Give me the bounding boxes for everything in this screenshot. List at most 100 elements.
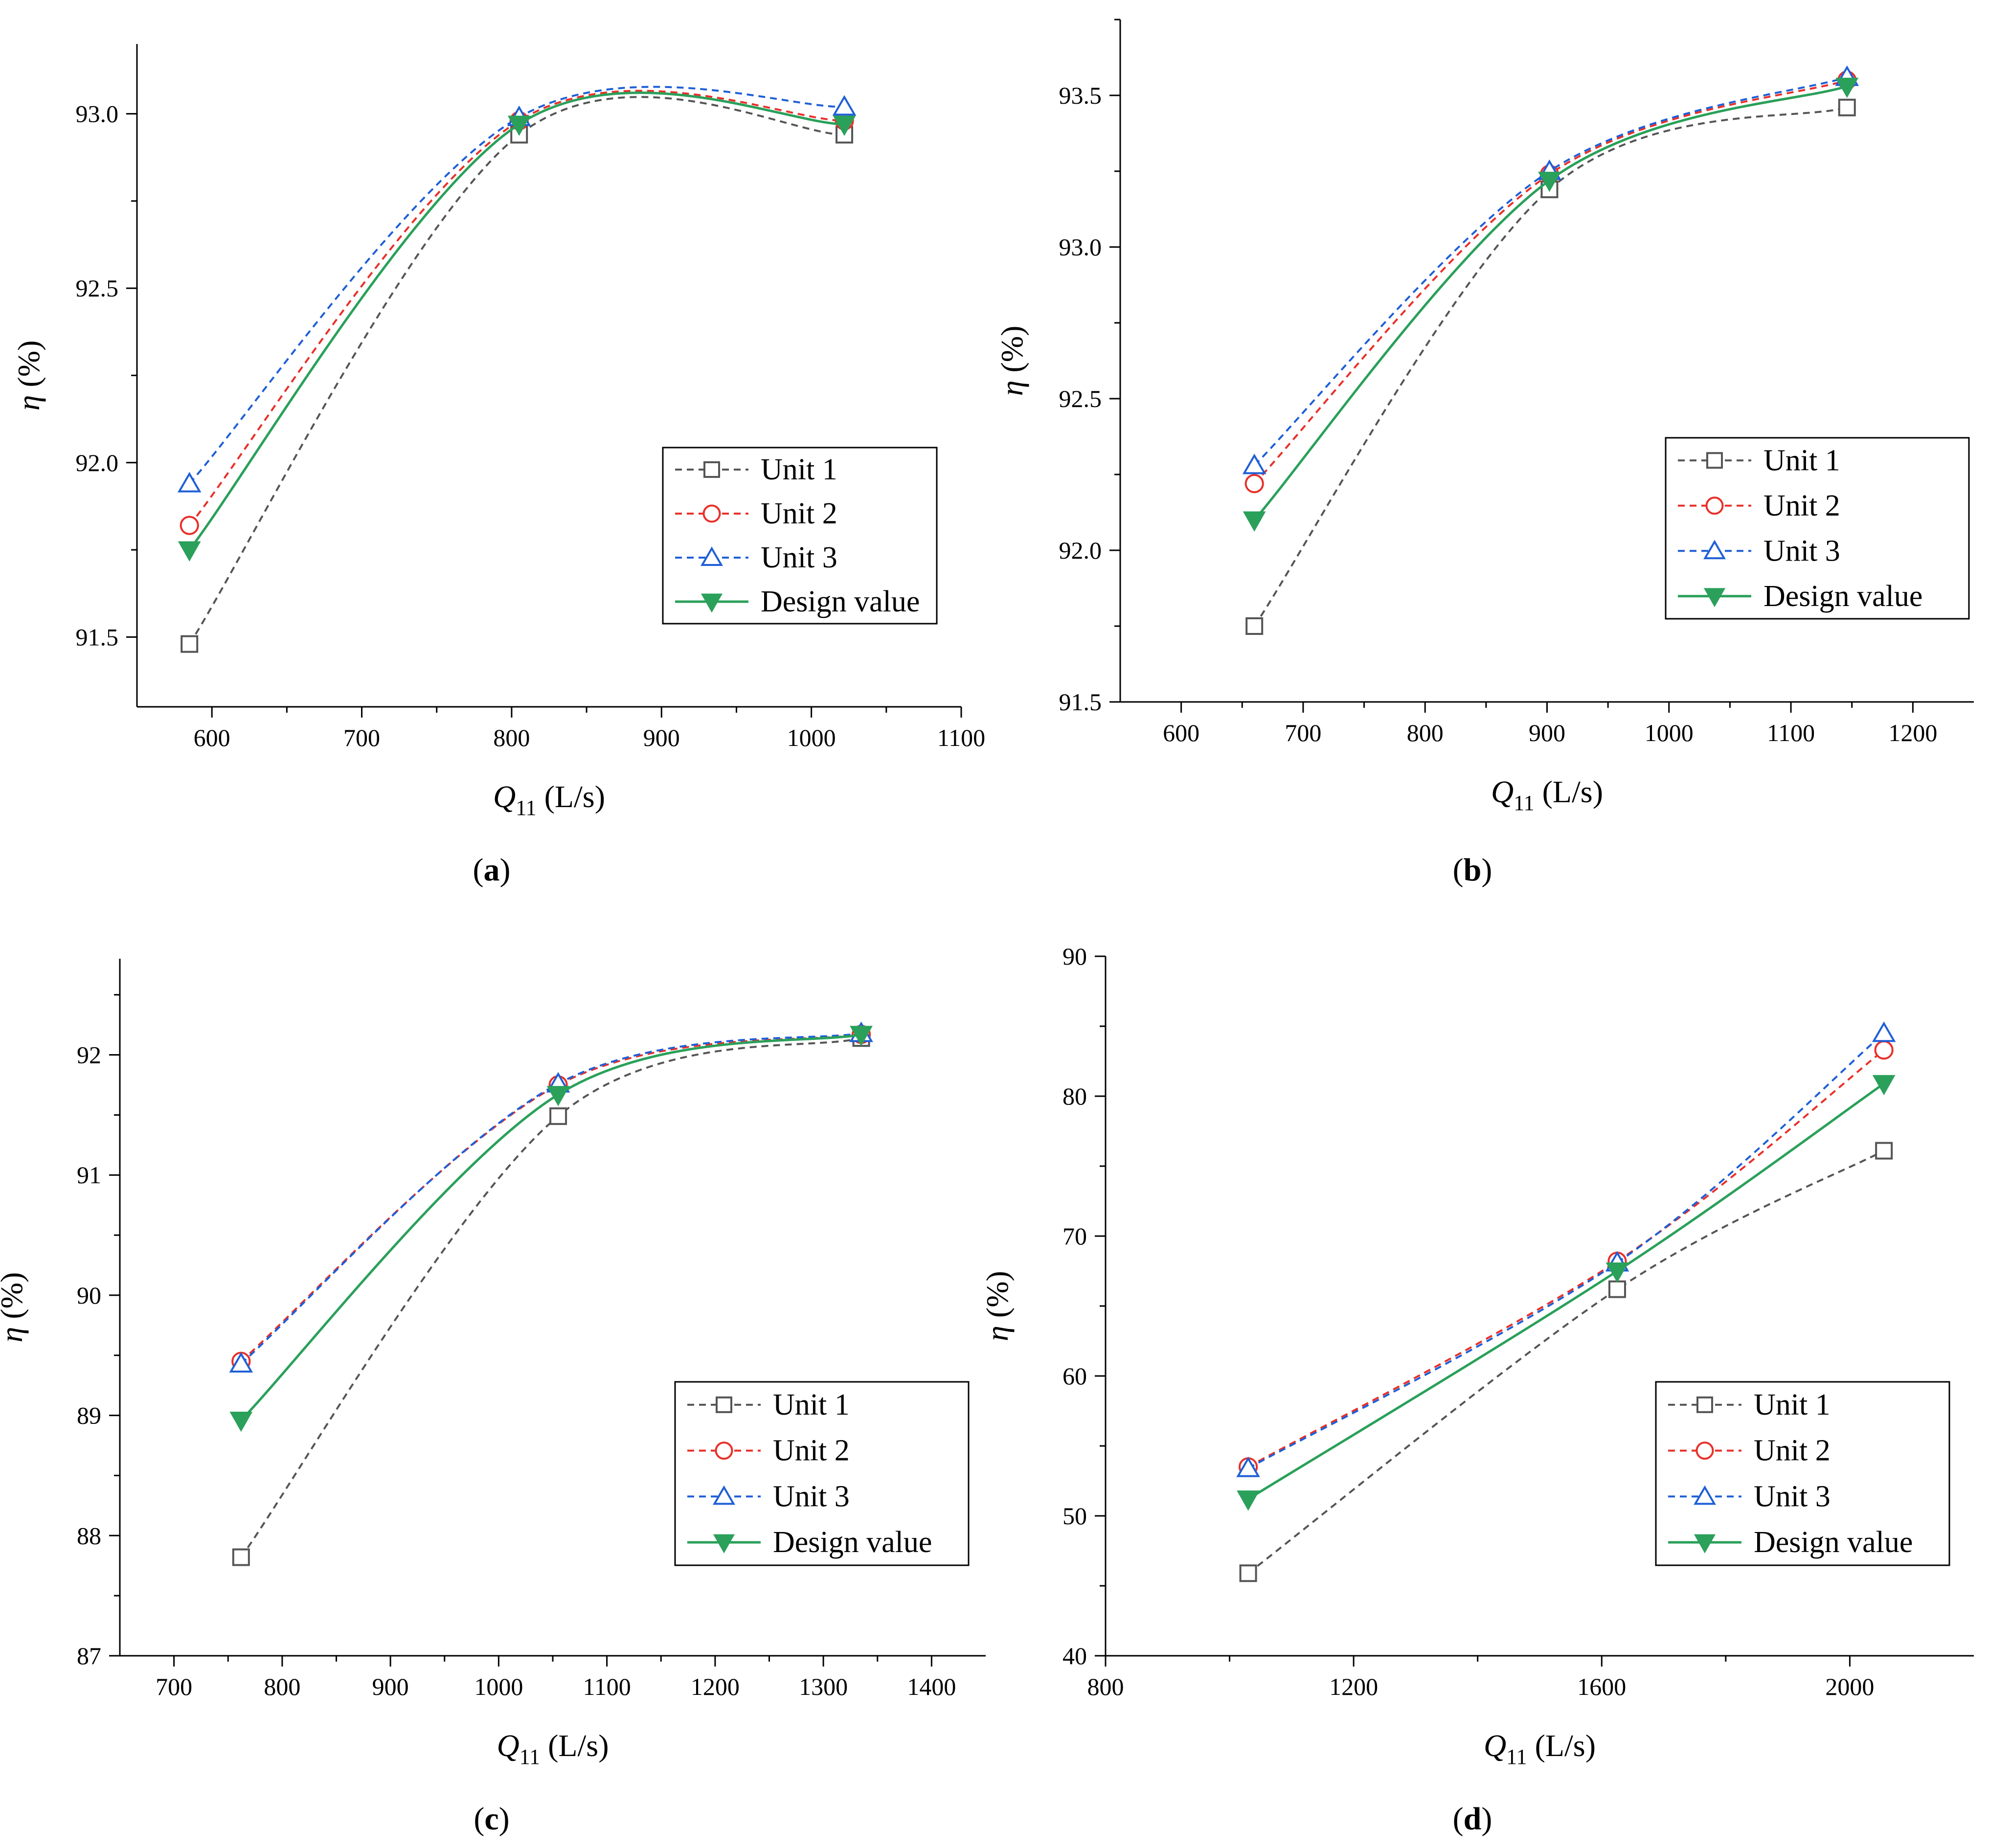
legend-label: Unit 1 xyxy=(761,453,837,486)
series-line-unit-1 xyxy=(240,1037,862,1558)
series-line-design-value xyxy=(240,1033,862,1421)
series-line-unit-1 xyxy=(1253,106,1848,627)
x-tick-label: 600 xyxy=(194,724,230,751)
data-point-design-value xyxy=(833,115,856,136)
legend-label: Unit 1 xyxy=(1754,1388,1831,1421)
y-tick-label: 90 xyxy=(1062,943,1087,970)
y-axis-label: η (%) xyxy=(994,326,1029,396)
x-tick-label: 2000 xyxy=(1825,1673,1874,1700)
legend-marker xyxy=(1695,1442,1714,1460)
x-tick-label: 1100 xyxy=(1767,719,1815,746)
data-point-design-value xyxy=(850,1026,873,1046)
y-tick-label: 93.0 xyxy=(76,100,119,128)
x-tick-label: 1200 xyxy=(1888,719,1937,746)
legend: Unit 1 Unit 2 Unit 3 Design value xyxy=(1665,437,1970,620)
series-line-unit-2 xyxy=(1253,79,1848,484)
x-axis-label: Q11 (L/s) xyxy=(1491,774,1603,815)
y-tick-label: 92.0 xyxy=(76,449,119,476)
x-tick-label: 900 xyxy=(1529,719,1565,746)
x-tick-label: 800 xyxy=(1407,719,1444,746)
legend-marker xyxy=(702,504,721,523)
legend-marker xyxy=(715,1442,733,1460)
series-line-design-value xyxy=(1247,1082,1885,1500)
panel-label-b: (b) xyxy=(1453,852,1492,888)
y-tick-label: 92 xyxy=(77,1041,101,1069)
data-point-unit-1 xyxy=(1838,98,1856,116)
x-tick-label: 1200 xyxy=(691,1673,740,1700)
legend-marker xyxy=(1706,452,1723,469)
data-point-unit-1 xyxy=(1875,1142,1893,1160)
panel-label-d: (d) xyxy=(1453,1801,1492,1837)
legend-marker xyxy=(713,1485,735,1505)
y-tick-label: 91 xyxy=(77,1161,101,1189)
y-tick-label: 93.0 xyxy=(1059,233,1102,261)
legend-marker xyxy=(1703,588,1726,608)
legend-marker xyxy=(701,593,723,613)
series-line-unit-2 xyxy=(188,90,845,526)
series-line-design-value xyxy=(188,91,845,551)
legend-label: Design value xyxy=(1763,580,1922,613)
y-tick-label: 88 xyxy=(77,1522,101,1549)
data-point-design-value xyxy=(1872,1075,1896,1096)
x-tick-label: 700 xyxy=(156,1673,192,1700)
data-point-unit-1 xyxy=(1608,1280,1626,1298)
data-point-unit-3 xyxy=(177,472,202,493)
legend: Unit 1 Unit 2 Unit 3 Design value xyxy=(1655,1381,1950,1566)
data-point-unit-3 xyxy=(1242,453,1266,474)
legend-label: Design value xyxy=(773,1526,932,1559)
data-point-design-value xyxy=(178,541,201,562)
x-tick-label: 700 xyxy=(1285,719,1321,746)
x-tick-label: 600 xyxy=(1163,719,1199,746)
x-axis-label: Q11 (L/s) xyxy=(1484,1728,1596,1769)
x-tick-label: 1200 xyxy=(1329,1673,1378,1700)
legend-label: Unit 3 xyxy=(761,541,837,574)
x-axis-label: Q11 (L/s) xyxy=(493,779,605,820)
series-line-unit-3 xyxy=(240,1032,861,1365)
chart-panel-b: 600 700 800 900 1000 1100 1200 91.5 92.0 92.5 93.0… xyxy=(994,19,1974,815)
legend-marker xyxy=(713,1534,735,1554)
legend-label: Unit 2 xyxy=(761,497,837,530)
x-tick-label: 800 xyxy=(264,1673,300,1700)
y-tick-label: 89 xyxy=(77,1402,101,1429)
y-tick-label: 91.5 xyxy=(1059,688,1102,716)
legend-marker xyxy=(1705,496,1724,515)
legend-label: Unit 3 xyxy=(1763,534,1840,567)
legend: Unit 1 Unit 2 Unit 3 Design value xyxy=(674,1381,970,1566)
chart-panel-a: 600 700 800 900 1000 1100 91.5 92.0 92.5 93.0 Q11 … xyxy=(11,44,985,820)
y-tick-label: 60 xyxy=(1062,1362,1087,1390)
legend-label: Unit 2 xyxy=(1763,489,1840,522)
x-tick-label: 900 xyxy=(643,724,680,751)
legend-label: Unit 1 xyxy=(1763,444,1840,477)
x-axis-label: Q11 (L/s) xyxy=(497,1728,609,1769)
data-point-design-value xyxy=(1237,1490,1260,1511)
panel-label-a: (a) xyxy=(473,852,511,888)
panel-label-c: (c) xyxy=(474,1801,509,1837)
x-tick-label: 1000 xyxy=(474,1673,523,1700)
data-point-unit-1 xyxy=(232,1548,250,1566)
data-point-unit-3 xyxy=(1236,1456,1260,1477)
y-tick-label: 70 xyxy=(1062,1222,1087,1250)
x-tick-label: 800 xyxy=(1087,1673,1124,1700)
x-tick-label: 1000 xyxy=(787,724,836,751)
data-point-design-value xyxy=(1835,77,1859,98)
legend-marker xyxy=(1696,1396,1713,1413)
legend-marker xyxy=(703,461,720,478)
data-point-unit-1 xyxy=(181,635,199,653)
x-tick-label: 1600 xyxy=(1577,1673,1626,1700)
series-line-unit-1 xyxy=(188,96,845,645)
y-tick-label: 92.5 xyxy=(1059,385,1102,412)
legend-label: Unit 2 xyxy=(1754,1434,1831,1467)
x-tick-label: 1100 xyxy=(937,724,985,751)
data-point-unit-3 xyxy=(832,95,857,116)
y-tick-label: 92.5 xyxy=(76,274,119,302)
legend-marker xyxy=(1694,1534,1716,1554)
y-tick-label: 93.5 xyxy=(1059,82,1102,109)
data-point-design-value xyxy=(1538,172,1561,192)
legend-label: Design value xyxy=(1754,1526,1913,1559)
x-tick-label: 900 xyxy=(372,1673,409,1700)
x-tick-label: 1000 xyxy=(1645,719,1694,746)
series-line-unit-1 xyxy=(1247,1149,1885,1574)
y-tick-label: 87 xyxy=(77,1642,101,1669)
y-axis-label: η (%) xyxy=(0,1272,29,1343)
